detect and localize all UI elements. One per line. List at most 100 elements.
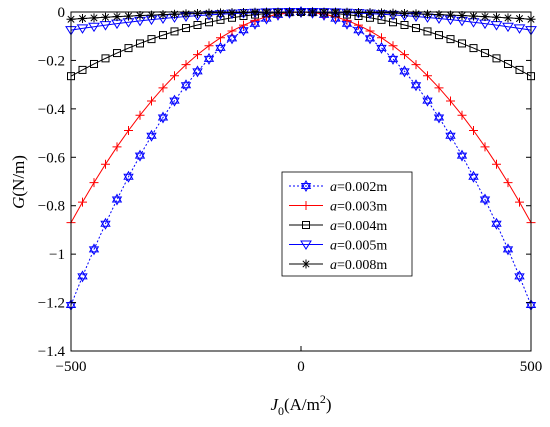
data-point: [423, 9, 432, 19]
data-point: [204, 8, 214, 18]
data-point: [181, 9, 191, 19]
data-point: [193, 8, 202, 18]
data-point: [181, 60, 191, 70]
data-point: [146, 129, 157, 142]
data-point: [434, 83, 444, 93]
data-point: [504, 59, 512, 68]
legend-label-var: a: [330, 258, 337, 273]
data-point: [456, 149, 468, 162]
data-point: [469, 44, 478, 53]
data-point: [124, 44, 133, 53]
data-point: [434, 10, 444, 20]
data-point: [446, 96, 455, 106]
y-tick-label: −1: [49, 247, 65, 263]
data-point: [78, 14, 87, 24]
legend-label-var: a: [330, 219, 337, 234]
data-point: [411, 9, 421, 19]
data-point: [193, 50, 202, 60]
x-tick-label: 500: [520, 359, 543, 375]
data-point: [481, 49, 489, 58]
data-point: [410, 79, 422, 92]
legend-marker: [300, 179, 312, 193]
y-tick-label: −1.2: [38, 296, 65, 312]
data-point: [491, 217, 502, 230]
data-point: [182, 24, 190, 33]
legend-label: a=0.008m: [330, 258, 387, 273]
legend-label-value: =0.002m: [337, 180, 387, 195]
data-point: [88, 22, 100, 33]
data-point: [376, 41, 387, 54]
legend-marker: [301, 201, 311, 210]
data-point: [469, 11, 478, 21]
data-point: [388, 8, 398, 18]
data-point: [147, 35, 156, 44]
x-axis-label-unit: (A/m: [284, 395, 320, 414]
data-point: [422, 94, 433, 107]
data-point: [124, 125, 133, 135]
legend-label-value: =0.005m: [337, 239, 387, 254]
data-point: [226, 32, 238, 45]
data-point: [492, 159, 501, 169]
y-tick-label: 0: [58, 5, 66, 21]
legend-label-value: =0.004m: [337, 219, 387, 234]
data-point: [515, 65, 524, 74]
data-point: [170, 9, 179, 19]
data-point: [78, 65, 87, 74]
data-point: [457, 110, 467, 120]
legend-label: a=0.003m: [330, 200, 387, 215]
data-point: [377, 33, 386, 43]
x-axis-label-sup: 2: [320, 392, 326, 406]
legend-label: a=0.002m: [330, 180, 387, 195]
data-point: [446, 10, 455, 20]
data-point: [446, 35, 455, 44]
data-point: [514, 270, 525, 283]
data-point: [433, 111, 445, 124]
data-point: [480, 142, 490, 152]
data-point: [423, 71, 432, 81]
data-point: [377, 8, 386, 18]
data-point: [112, 142, 122, 152]
ticks-layer: 0 −0.2 −0.4 −0.6 −0.8 −1 −1.2 −1.4−500 0 500: [38, 5, 542, 375]
data-point: [158, 83, 168, 93]
data-point: [479, 193, 491, 206]
legend-marker: [302, 221, 310, 229]
data-point: [89, 13, 99, 23]
series-layer: [65, 5, 537, 311]
y-axis-label: G(N/m): [9, 155, 28, 209]
data-point: [135, 110, 145, 120]
data-point: [204, 41, 214, 51]
x-tick-label: 0: [297, 359, 305, 375]
data-point: [469, 125, 478, 135]
data-point: [169, 94, 180, 107]
data-point: [458, 39, 466, 48]
data-point: [215, 41, 226, 54]
data-point: [216, 8, 225, 18]
data-point: [387, 52, 399, 65]
legend-marker: [300, 240, 312, 250]
data-point: [492, 54, 501, 63]
data-point: [113, 49, 121, 58]
data-point: [502, 243, 514, 256]
data-point: [159, 31, 167, 40]
data-point: [423, 27, 432, 36]
data-point: [399, 65, 410, 78]
data-point: [239, 20, 248, 30]
data-point: [412, 24, 420, 33]
data-point: [400, 8, 409, 18]
series-3: [67, 8, 535, 81]
data-point: [134, 149, 146, 162]
data-point: [400, 20, 409, 29]
data-point: [388, 41, 398, 51]
data-point: [503, 178, 513, 188]
series-line: [70, 11, 532, 77]
data-point: [468, 170, 479, 183]
x-axis-label-var: J: [270, 395, 279, 414]
data-point: [365, 8, 375, 18]
data-point: [400, 50, 409, 60]
legend-label-value: =0.003m: [337, 200, 387, 215]
legend-label-var: a: [330, 200, 337, 215]
data-point: [513, 24, 526, 34]
data-point: [502, 22, 514, 33]
